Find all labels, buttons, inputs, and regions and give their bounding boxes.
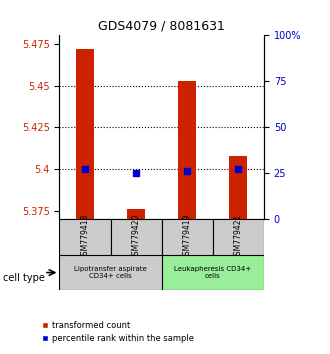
FancyBboxPatch shape bbox=[162, 255, 264, 290]
Text: GSM779421: GSM779421 bbox=[234, 214, 243, 260]
Bar bbox=[229, 156, 248, 219]
Title: GDS4079 / 8081631: GDS4079 / 8081631 bbox=[98, 20, 225, 33]
Text: GSM779418: GSM779418 bbox=[81, 214, 89, 260]
Text: GSM779420: GSM779420 bbox=[132, 214, 141, 261]
Bar bbox=[127, 210, 145, 219]
FancyBboxPatch shape bbox=[213, 219, 264, 255]
Text: Lipotransfer aspirate
CD34+ cells: Lipotransfer aspirate CD34+ cells bbox=[74, 266, 147, 279]
Text: GSM779419: GSM779419 bbox=[183, 214, 192, 261]
FancyBboxPatch shape bbox=[162, 219, 213, 255]
Text: cell type: cell type bbox=[3, 273, 45, 283]
FancyBboxPatch shape bbox=[111, 219, 162, 255]
Bar bbox=[178, 81, 196, 219]
Text: Leukapheresis CD34+
cells: Leukapheresis CD34+ cells bbox=[174, 266, 251, 279]
FancyBboxPatch shape bbox=[59, 219, 111, 255]
Bar bbox=[76, 49, 94, 219]
FancyBboxPatch shape bbox=[59, 255, 162, 290]
Legend: transformed count, percentile rank within the sample: transformed count, percentile rank withi… bbox=[37, 318, 197, 346]
